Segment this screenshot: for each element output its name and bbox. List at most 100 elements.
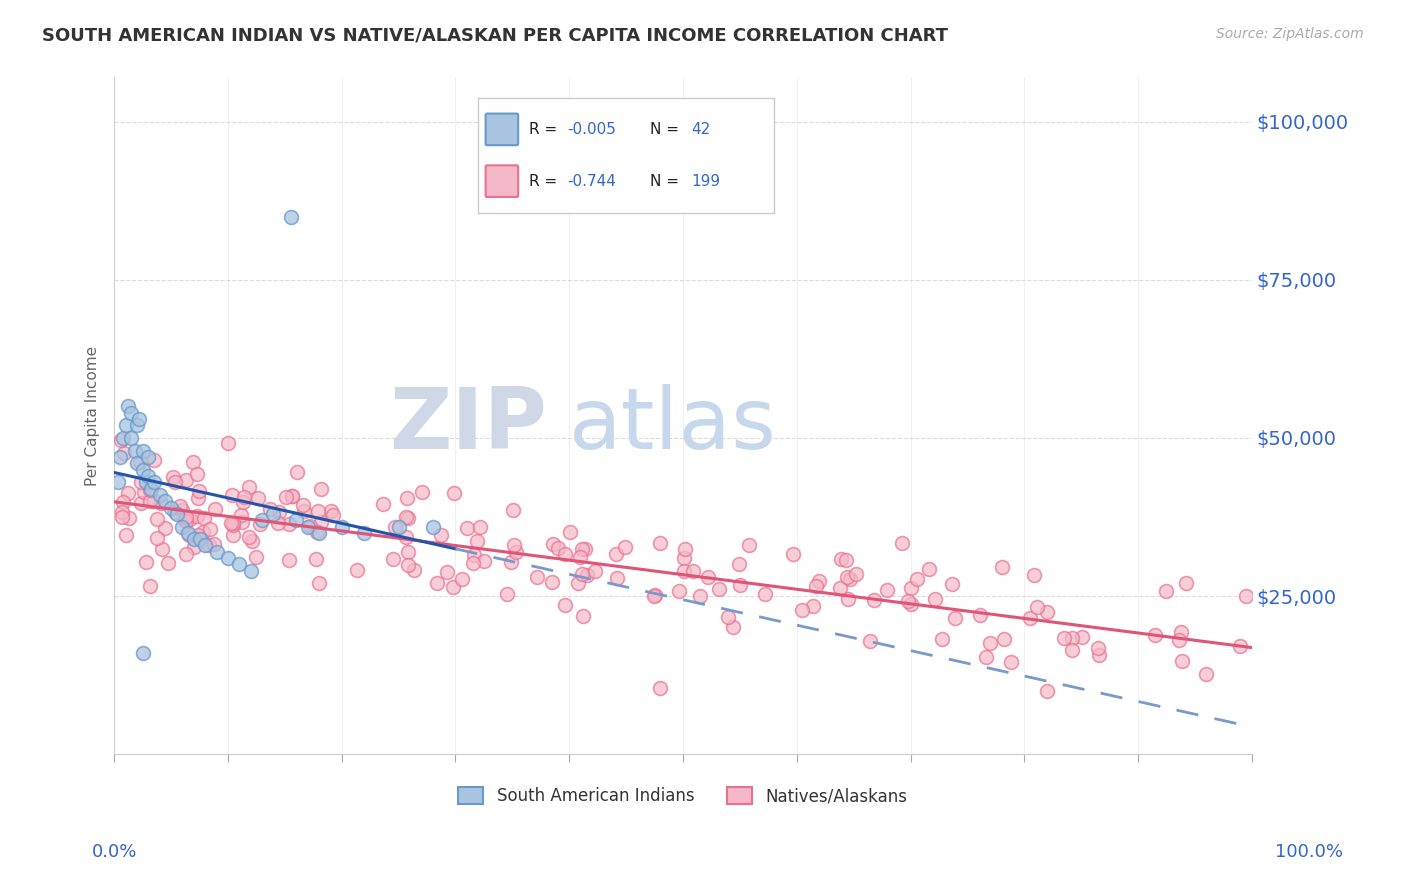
Point bbox=[1000, 655, 1022, 669]
Point bbox=[176, 548, 198, 562]
Point bbox=[232, 494, 254, 508]
Point bbox=[373, 497, 395, 511]
Point bbox=[131, 462, 153, 476]
Point bbox=[297, 519, 319, 533]
Point bbox=[217, 435, 239, 450]
Point bbox=[395, 530, 418, 544]
Point bbox=[163, 505, 186, 519]
Point bbox=[1175, 576, 1198, 591]
Point bbox=[1036, 605, 1059, 619]
Point bbox=[278, 553, 301, 567]
Point bbox=[924, 592, 946, 607]
Point bbox=[186, 491, 208, 505]
Point bbox=[259, 501, 281, 516]
Point bbox=[278, 517, 301, 532]
Point bbox=[308, 525, 330, 540]
Point bbox=[572, 609, 595, 624]
Point bbox=[139, 483, 162, 497]
Point bbox=[186, 467, 208, 481]
Point bbox=[1170, 624, 1192, 639]
Point bbox=[149, 488, 172, 502]
Point bbox=[305, 524, 328, 539]
Point bbox=[143, 475, 166, 490]
Point bbox=[801, 599, 824, 614]
Point bbox=[229, 508, 252, 523]
Point bbox=[395, 491, 418, 505]
Point bbox=[859, 633, 882, 648]
Point bbox=[249, 516, 271, 531]
Point bbox=[804, 579, 827, 593]
Point bbox=[187, 483, 209, 498]
Point bbox=[1195, 666, 1218, 681]
Point bbox=[262, 507, 284, 521]
Point bbox=[441, 580, 464, 594]
Point bbox=[1171, 654, 1194, 668]
Point bbox=[540, 574, 562, 589]
Point bbox=[1154, 583, 1177, 598]
Point bbox=[917, 562, 939, 576]
Point bbox=[219, 516, 242, 530]
Point bbox=[728, 557, 751, 571]
Point bbox=[436, 565, 458, 579]
Point bbox=[281, 489, 304, 503]
Point bbox=[1234, 589, 1257, 603]
Point bbox=[396, 511, 419, 525]
Point bbox=[422, 519, 444, 533]
Text: SOUTH AMERICAN INDIAN VS NATIVE/ALASKAN PER CAPITA INCOME CORRELATION CHART: SOUTH AMERICAN INDIAN VS NATIVE/ALASKAN … bbox=[42, 27, 948, 45]
Point bbox=[143, 453, 166, 467]
Point bbox=[193, 511, 215, 525]
Point bbox=[174, 473, 197, 487]
Point bbox=[281, 489, 304, 503]
Point bbox=[807, 574, 830, 588]
Point bbox=[246, 491, 269, 505]
Point bbox=[330, 519, 353, 533]
Point bbox=[526, 570, 548, 584]
Point bbox=[839, 572, 862, 586]
Point bbox=[505, 545, 527, 559]
Point bbox=[606, 571, 628, 585]
Point bbox=[131, 443, 153, 458]
Point bbox=[1229, 640, 1251, 654]
Point bbox=[150, 496, 173, 510]
Point bbox=[905, 572, 928, 586]
Point bbox=[1053, 631, 1076, 645]
Point bbox=[200, 522, 222, 536]
Point bbox=[976, 649, 998, 664]
Point bbox=[450, 573, 472, 587]
Point bbox=[672, 564, 695, 578]
Point bbox=[502, 502, 524, 516]
Point bbox=[139, 482, 162, 496]
Point bbox=[204, 502, 226, 516]
Point bbox=[835, 553, 858, 567]
Point bbox=[568, 549, 591, 564]
Point bbox=[709, 582, 731, 597]
Point bbox=[404, 563, 426, 577]
Point bbox=[650, 681, 672, 695]
Point bbox=[129, 455, 152, 469]
Point bbox=[292, 504, 315, 518]
Point bbox=[567, 575, 589, 590]
Point bbox=[309, 516, 332, 530]
Point bbox=[240, 534, 263, 549]
Point bbox=[267, 516, 290, 531]
Point bbox=[120, 431, 142, 445]
Point bbox=[547, 541, 569, 555]
Point bbox=[396, 545, 419, 559]
Point bbox=[613, 540, 636, 554]
Point bbox=[583, 564, 606, 578]
Point bbox=[717, 610, 740, 624]
Point bbox=[110, 510, 132, 524]
Point bbox=[142, 494, 165, 508]
Point bbox=[276, 490, 298, 504]
Point bbox=[900, 581, 922, 595]
Point bbox=[125, 456, 148, 470]
Point bbox=[156, 556, 179, 570]
Point bbox=[1070, 631, 1092, 645]
Point bbox=[384, 519, 406, 533]
Point bbox=[672, 550, 695, 565]
Point bbox=[993, 632, 1015, 646]
Point bbox=[155, 494, 177, 508]
Point bbox=[574, 542, 596, 557]
Point bbox=[135, 555, 157, 569]
Point bbox=[238, 480, 260, 494]
